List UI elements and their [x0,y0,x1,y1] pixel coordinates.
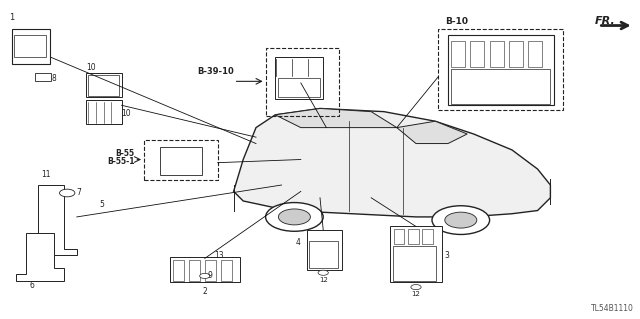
Text: 2: 2 [202,287,207,296]
Bar [144,140,218,180]
Bar [448,35,554,105]
Bar [86,100,122,124]
Circle shape [432,206,490,234]
Text: 11: 11 [42,170,51,179]
Text: 4: 4 [296,238,301,247]
Text: B-55-1: B-55-1 [107,157,134,166]
Circle shape [445,212,477,228]
Bar [88,75,119,96]
Bar [438,29,563,110]
Text: 10: 10 [86,63,96,72]
Polygon shape [397,121,467,144]
Circle shape [278,209,310,225]
Polygon shape [275,108,397,128]
Bar [278,78,320,97]
Bar [451,41,465,67]
Bar [528,41,542,67]
Text: 1: 1 [9,13,14,22]
Bar [451,69,550,104]
Bar [394,229,404,244]
Bar [275,57,323,99]
Bar [422,229,433,244]
Text: 12: 12 [319,277,328,283]
Polygon shape [26,185,77,255]
Bar [14,35,46,57]
Text: B-39-10: B-39-10 [197,67,234,76]
Text: 9: 9 [208,271,213,280]
Text: B-55: B-55 [115,149,134,158]
Bar [170,257,240,282]
Text: 6: 6 [29,281,35,290]
Circle shape [318,270,328,275]
Bar [309,241,338,268]
Bar [173,260,184,281]
Bar [12,29,50,64]
Bar [390,226,442,282]
Circle shape [200,273,210,278]
Text: 10: 10 [122,109,131,118]
Bar [490,41,504,67]
Bar [35,73,51,81]
Text: 13: 13 [214,251,224,260]
Polygon shape [234,108,550,217]
Text: TL54B1110: TL54B1110 [591,304,634,313]
Bar [266,48,339,116]
Text: FR.: FR. [595,16,616,26]
Bar [189,260,200,281]
Text: B-10: B-10 [445,17,468,26]
Circle shape [60,189,75,197]
Bar [86,73,122,97]
Bar [160,147,202,175]
Polygon shape [16,233,64,281]
Bar [408,229,419,244]
Text: 3: 3 [445,251,450,260]
Bar [221,260,232,281]
Circle shape [266,203,323,231]
Text: 8: 8 [51,74,56,83]
Bar [307,230,342,270]
Circle shape [411,285,421,290]
Bar [205,260,216,281]
Bar [393,246,436,281]
Bar [470,41,484,67]
Text: 5: 5 [99,200,104,209]
Bar [509,41,523,67]
Text: 12: 12 [412,291,420,297]
Text: 7: 7 [77,189,82,197]
